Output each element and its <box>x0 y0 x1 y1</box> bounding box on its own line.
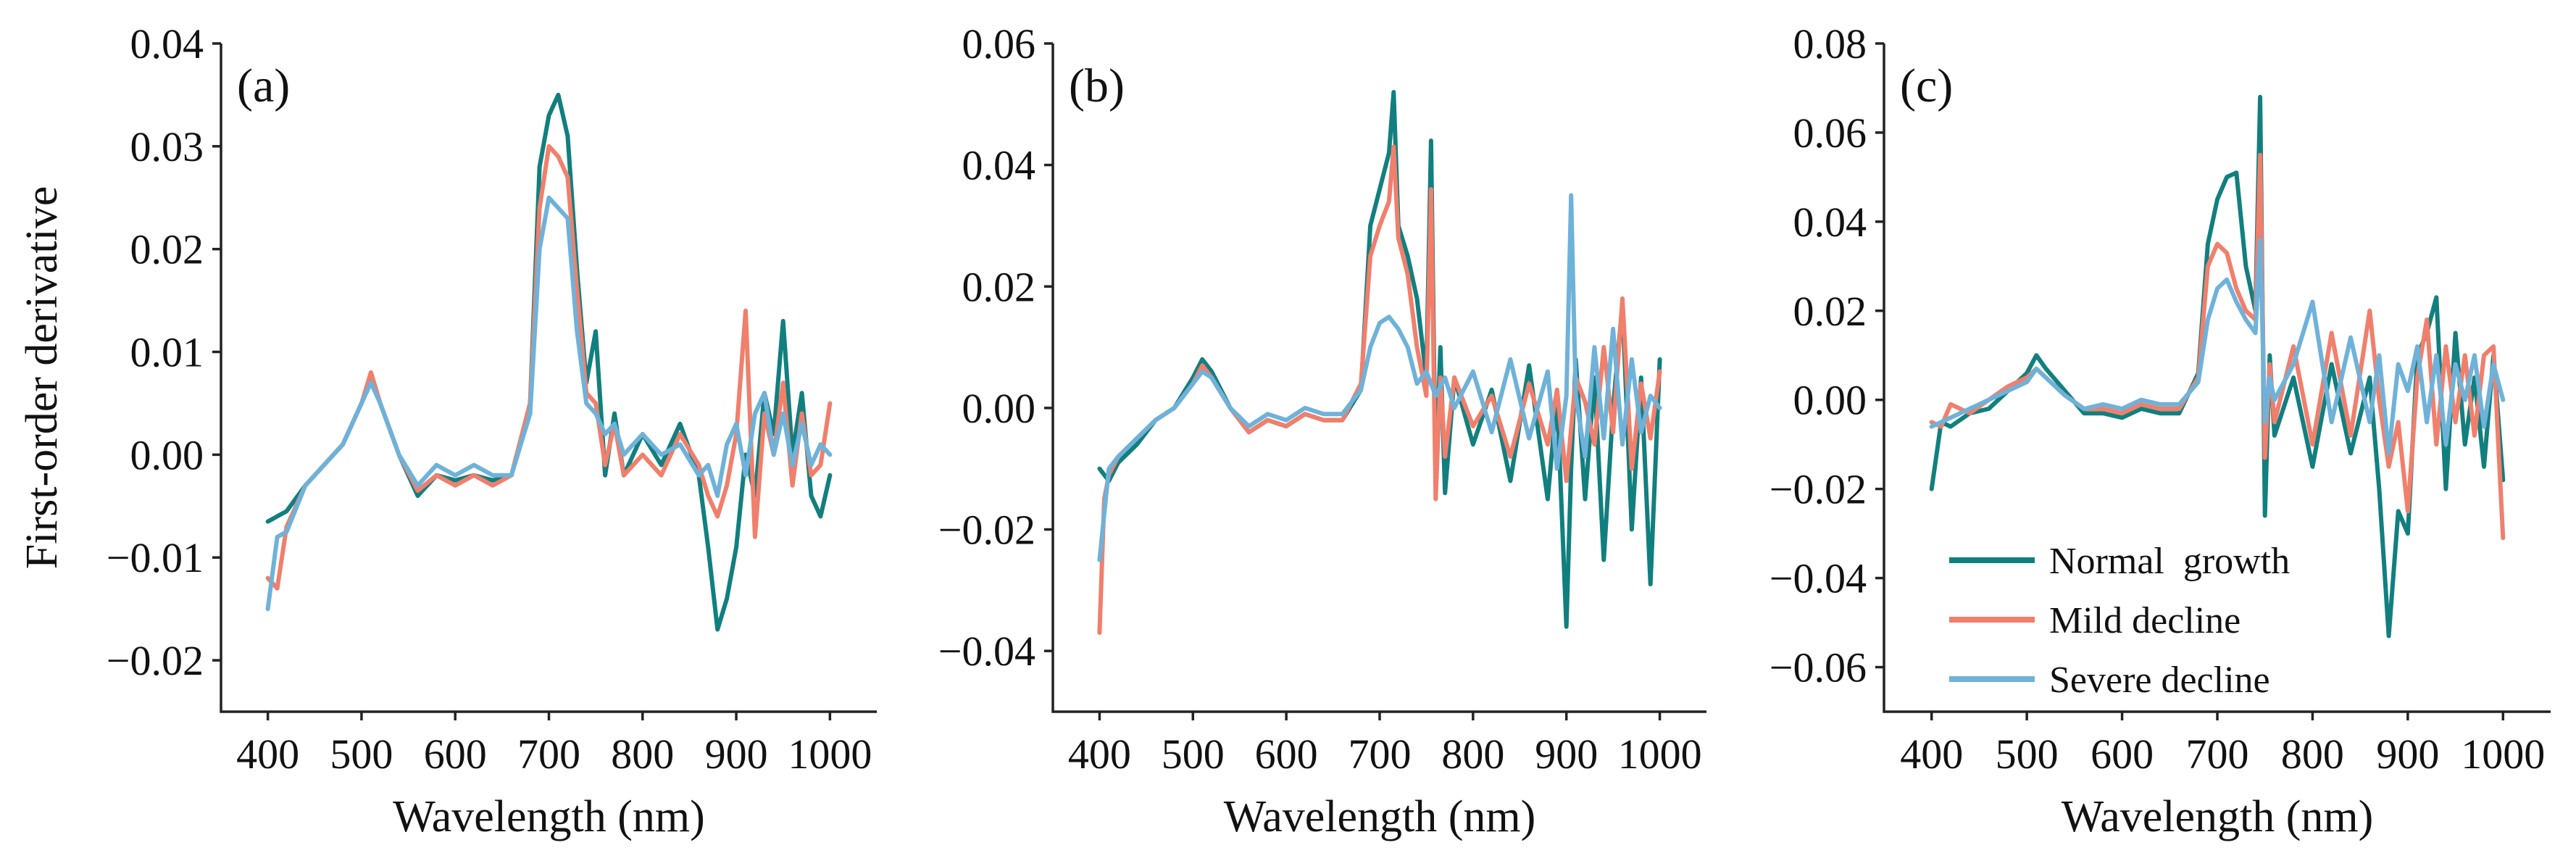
legend: Normal growth Mild decline Severe decline <box>1949 541 2290 701</box>
series-line-severe <box>1929 237 2506 456</box>
panel-label: (a) <box>237 59 290 112</box>
x-tick-label: 500 <box>330 731 393 778</box>
x-tick-label: 800 <box>611 731 674 778</box>
legend-label-mild: Mild decline <box>2049 600 2241 641</box>
axis-lines <box>1883 43 2551 713</box>
y-tick-label: 0.02 <box>962 263 1036 310</box>
chart-panel-2: −0.04 −0.02 0.00 0.02 0.04 0.06 400 500 600 700 80… <box>938 20 1706 841</box>
chart-panel-1: −0.02 −0.01 0.00 0.01 0.02 0.03 0.04 400 500 600 7… <box>17 20 877 841</box>
series-line-severe <box>265 195 833 612</box>
x-tick-label: 700 <box>1349 731 1412 778</box>
x-axis-label: Wavelength (nm) <box>393 792 705 841</box>
series-line-mild <box>1097 144 1662 635</box>
x-tick-label: 700 <box>2186 731 2249 778</box>
y-tick-label: −0.02 <box>938 507 1035 554</box>
y-tick-label: 0.06 <box>962 20 1036 67</box>
x-tick-label: 900 <box>2376 731 2439 778</box>
x-tick-label: 600 <box>2091 731 2154 778</box>
y-tick-label: 0.03 <box>130 123 204 170</box>
x-tick-label: 400 <box>236 731 299 778</box>
legend-label-severe: Severe decline <box>2049 660 2270 701</box>
x-axis-label: Wavelength (nm) <box>2062 792 2374 841</box>
series-line-mild <box>265 144 833 591</box>
y-tick-label: 0.01 <box>130 329 204 376</box>
x-tick-label: 500 <box>1996 731 2059 778</box>
y-tick-label: 0.04 <box>130 20 204 67</box>
y-tick-label: 0.08 <box>1793 20 1867 67</box>
chart-panel-3: −0.06 −0.04 −0.02 0.00 0.02 0.04 0.06 0.08 400 50… <box>1770 20 2551 841</box>
y-tick-label: 0.02 <box>130 226 204 273</box>
legend-label-normal: Normal growth <box>2049 541 2290 582</box>
x-tick-label: 800 <box>2281 731 2344 778</box>
x-axis-label: Wavelength (nm) <box>1224 792 1536 841</box>
series-line-severe <box>1097 193 1662 562</box>
x-tick-label: 900 <box>1535 731 1598 778</box>
axis-lines <box>1051 43 1706 713</box>
x-tick-label: 1000 <box>2461 731 2545 778</box>
y-axis-label: First-order derivative <box>17 186 67 570</box>
x-tick-label: 1000 <box>788 731 872 778</box>
y-tick-label: 0.06 <box>1793 109 1867 157</box>
x-tick-label: 1000 <box>1618 731 1702 778</box>
y-tick-label: 0.00 <box>962 385 1036 432</box>
y-tick-label: 0.04 <box>962 142 1036 189</box>
x-tick-label: 500 <box>1162 731 1225 778</box>
panel-label: (c) <box>1900 59 1953 112</box>
x-tick-label: 800 <box>1441 731 1504 778</box>
x-tick-label: 400 <box>1068 731 1131 778</box>
y-tick-label: −0.02 <box>1770 466 1867 513</box>
x-tick-label: 600 <box>1255 731 1318 778</box>
x-tick-label: 600 <box>424 731 487 778</box>
y-tick-label: 0.00 <box>1793 377 1867 424</box>
y-tick-label: −0.06 <box>1770 644 1867 691</box>
x-tick-label: 400 <box>1900 731 1963 778</box>
x-tick-label: 900 <box>705 731 768 778</box>
y-tick-label: 0.02 <box>1793 288 1867 335</box>
y-tick-label: −0.01 <box>107 534 204 581</box>
y-tick-label: −0.04 <box>938 628 1035 675</box>
y-tick-label: −0.02 <box>107 637 204 684</box>
y-tick-label: 0.04 <box>1793 199 1867 246</box>
y-tick-label: −0.04 <box>1770 555 1867 602</box>
x-tick-label: 700 <box>517 731 580 778</box>
y-tick-label: 0.00 <box>130 431 204 478</box>
series-line-normal <box>1097 90 1662 629</box>
axis-lines <box>220 43 877 713</box>
panel-label: (b) <box>1069 59 1125 112</box>
